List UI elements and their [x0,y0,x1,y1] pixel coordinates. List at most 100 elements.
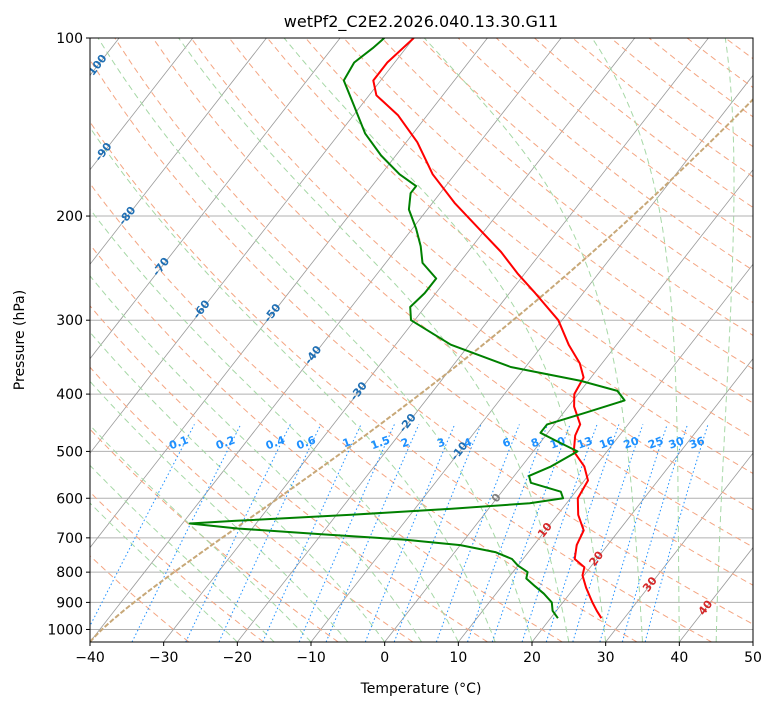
mixing-ratio-label: 8 [529,436,541,451]
mixing-ratio-label: 1.5 [369,433,392,452]
dry-adiabat-line [267,38,753,439]
axes: −40 −30 −20 −10 0 10 20 30 40 5010020030040050060… [47,31,762,666]
dry-adiabat-line [90,121,712,642]
moist-adiabat-line [97,38,533,642]
x-tick-label: −10 [296,650,326,666]
dry-adiabat-line [90,366,414,642]
moist-adiabat-line [591,38,680,642]
mixing-ratio-line [325,424,420,642]
x-tick-label: 20 [523,650,541,666]
mixing-ratio-line [218,424,322,642]
dry-adiabat-line [152,38,753,548]
isotherm-line [310,74,753,642]
y-tick-label: 900 [56,595,83,611]
x-tick-label: 40 [670,650,688,666]
plot-frame [89,37,754,643]
mixing-ratio-label: 6 [501,435,513,450]
mixing-ratio-label: 4 [462,435,474,450]
y-tick-label: 100 [56,31,83,47]
dry-adiabat-line [90,243,563,642]
temperature-profile [372,38,603,619]
mixing-ratio-label: 0.2 [214,434,237,453]
mixing-ratio-label: 0.6 [295,433,318,452]
dry-adiabat-line [90,305,488,642]
y-axis-label: Pressure (hPa) [12,290,28,390]
y-tick-label: 300 [56,313,83,329]
y-tick-label: 700 [56,531,83,547]
isotherm-line [90,38,415,454]
x-tick-label: 0 [380,650,389,666]
isotherm-line [90,38,194,171]
moist-adiabat-line [90,331,386,642]
mixing-ratio-label: 1 [341,436,353,451]
mixing-ratio-line [393,424,482,642]
dry-adiabat-line [90,428,339,642]
y-tick-label: 800 [56,565,83,581]
moist-adiabat-line [90,424,312,642]
dry-adiabat-line [381,38,753,337]
mixing-ratio-line [621,424,688,642]
moist-adiabat-line [90,464,275,642]
mixing-ratio-line [467,424,549,642]
isotherm-line [90,38,562,642]
mixing-ratio-line [131,424,242,642]
x-tick-label: −40 [75,650,105,666]
isotherm-line [163,38,636,642]
moist-adiabat-line [90,126,496,642]
mixing-ratio-line [262,424,362,642]
mixing-ratio-line [435,424,520,642]
isotherm-line [605,452,753,642]
moist-adiabat-line [715,38,735,642]
mixing-ratio-line [491,424,571,642]
y-tick-label: 200 [56,209,83,225]
x-axis-label: Temperature (°C) [360,681,482,697]
y-tick-label: 500 [56,444,83,460]
dry-adiabat-line [90,555,190,642]
mixing-ratio-line [644,424,709,642]
x-tick-label: 30 [597,650,615,666]
y-tick-label: 1000 [47,622,83,638]
mixing-ratio-label: 30 [667,434,686,452]
isotherm-line [90,38,488,549]
mixing-ratio-label: 20 [622,434,641,452]
dry-adiabat-line [419,38,753,304]
dry-adiabat-line [228,38,753,475]
dewpoint-profile [188,38,626,619]
mixing-ratio-label: 0.4 [264,433,287,452]
mixing-ratio-label: 3 [435,436,447,451]
inline-labels: -100-90-80-70-60 -50-40-30-20-10010203040… [90,52,715,618]
moist-adiabat-line [90,502,238,642]
moist-adiabat-line [283,38,607,642]
isotherm-line [90,38,267,265]
mixing-ratio-label: 36 [688,434,707,452]
dry-adiabat-line [90,58,753,625]
y-tick-label: 400 [56,387,83,403]
mixing-ratio-label: 0.1 [167,433,190,452]
isotherm-line [90,38,341,360]
isotherm-line [237,38,709,642]
mixing-ratio-line [298,424,395,642]
background-lines [90,38,753,642]
chart-title: wetPf2_C2E2.2026.040.13.30.G11 [284,12,558,32]
dry-adiabat-line [114,38,753,586]
isotherm-line [384,169,753,642]
mixing-ratio-label: 2 [399,436,411,451]
moist-adiabat-line [178,38,570,642]
data-lines [188,38,626,619]
y-tick-label: 600 [56,491,83,507]
mixing-ratio-line [185,424,291,642]
mixing-ratio-line [90,424,195,628]
dry-adiabat-line [190,38,753,511]
isotherm-line [458,263,753,642]
dry-adiabat-line [90,182,638,642]
isotherm-line [531,358,753,642]
mixing-ratio-line [364,424,456,642]
x-tick-label: −30 [149,650,179,666]
x-tick-label: −20 [223,650,253,666]
mixing-ratio-label: 25 [646,434,665,451]
mixing-ratio-label: 16 [598,434,617,452]
mixing-ratio-label: 13 [576,434,595,451]
x-tick-label: 50 [744,650,762,666]
moist-adiabat-line [423,38,643,642]
